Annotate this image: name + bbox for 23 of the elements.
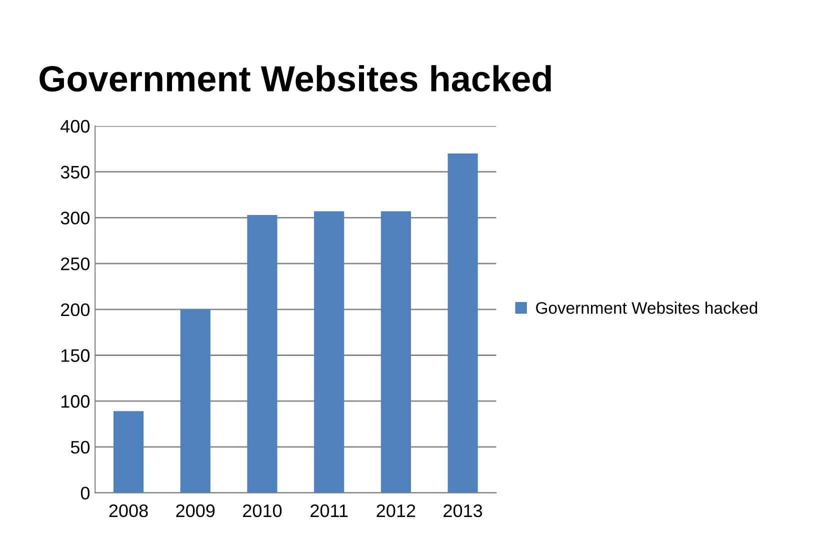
chart-title: Government Websites hacked <box>40 65 551 92</box>
y-tick-label: 350 <box>60 166 90 179</box>
y-tick-label: 150 <box>62 349 90 362</box>
y-tick-label: 50 <box>70 440 90 454</box>
y-tick-label: 250 <box>61 257 90 270</box>
x-tick-label: 2009 <box>176 504 215 518</box>
bar <box>380 211 411 493</box>
x-tick-label: 2008 <box>109 504 148 518</box>
y-tick-label: 200 <box>61 303 90 316</box>
x-tick-label: 2013 <box>444 504 482 518</box>
bar <box>314 211 344 493</box>
x-tick-label: 2011 <box>310 504 348 518</box>
x-tick-label: 2012 <box>376 504 416 518</box>
bar <box>113 411 144 493</box>
x-tick-label: 2010 <box>243 504 282 518</box>
legend-label: Government Websites hacked <box>536 302 758 314</box>
bar <box>247 214 278 493</box>
y-tick-label: 300 <box>60 212 90 224</box>
bar <box>448 154 478 493</box>
bar <box>180 309 210 493</box>
y-tick-label: 400 <box>60 120 90 133</box>
y-tick-label: 100 <box>62 395 90 408</box>
y-tick-label: 0 <box>80 486 90 500</box>
